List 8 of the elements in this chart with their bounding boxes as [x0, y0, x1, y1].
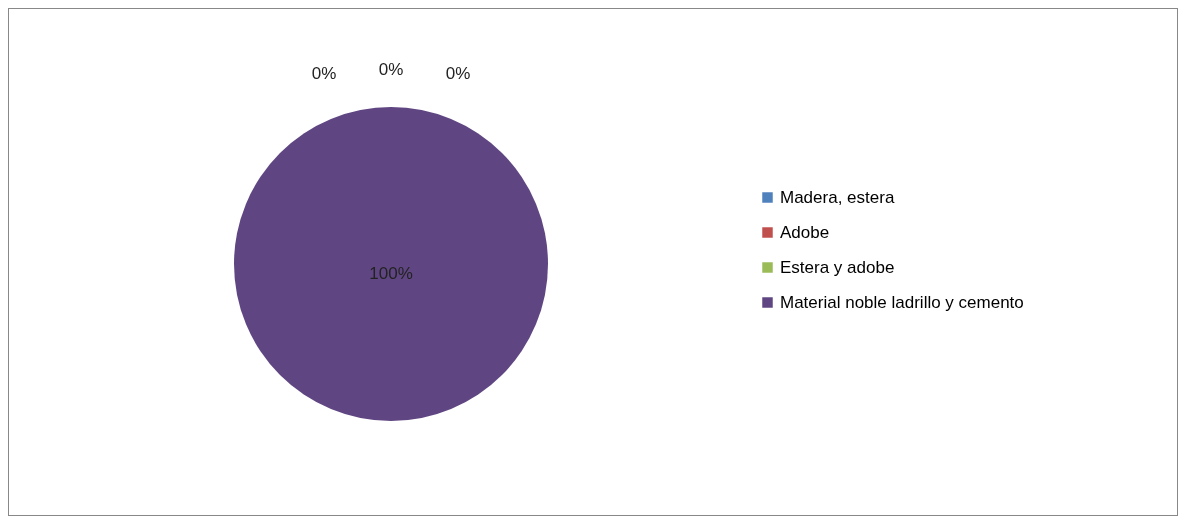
legend-label: Madera, estera [780, 187, 895, 207]
text: 0% [311, 64, 337, 83]
legend-label: Adobe [780, 222, 830, 242]
text: 0% [445, 64, 471, 83]
legend-label: Estera y adobe [780, 257, 895, 277]
legend-label: Material noble ladrillo y cemento [780, 292, 1024, 312]
data-label: 100% [369, 264, 413, 283]
text: 0% [378, 60, 404, 79]
